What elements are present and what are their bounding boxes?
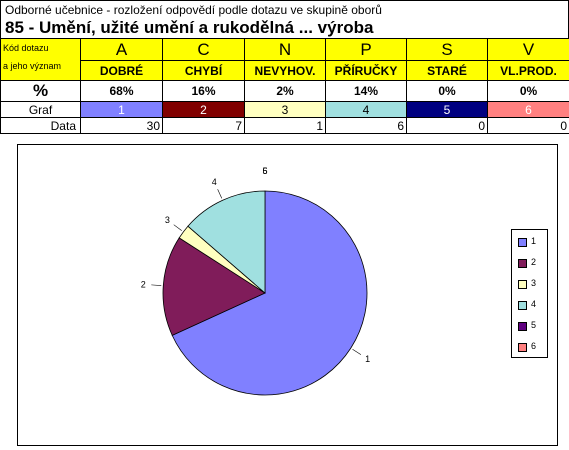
table-row-letters: Kód dotazu a jeho význam A C N P S V [0, 38, 569, 81]
legend-label: 1 [531, 236, 537, 246]
table-row-percent: % 68% 16% 2% 14% 0% 0% [0, 80, 569, 102]
legend-label: 4 [531, 299, 537, 309]
percent-value: 16% [162, 80, 245, 102]
slice-leader-line [217, 189, 223, 199]
data-value: 0 [487, 117, 569, 134]
page-subtitle: Odborné učebnice - rozložení odpovědí po… [5, 3, 382, 17]
column-meaning: STARÉ [406, 60, 488, 81]
legend-swatch [518, 343, 527, 352]
slice-leader-line [173, 224, 182, 231]
graf-index-cell: 6 [487, 101, 569, 118]
slice-label: 6 [262, 166, 267, 176]
legend-swatch [518, 259, 527, 268]
graf-index-cell: 5 [406, 101, 488, 118]
graf-label: Graf [0, 101, 81, 118]
page-title: 85 - Umění, užité umění a rukodělná ... … [5, 18, 374, 37]
column-letter: C [162, 38, 245, 61]
column-letter: A [80, 38, 163, 61]
slice-label: 3 [165, 215, 170, 225]
graf-index-cell: 1 [80, 101, 163, 118]
slice-leader-line [352, 348, 362, 355]
pie-slice [187, 190, 266, 294]
slice-label: 1 [365, 354, 370, 364]
kod-label-line1: Kód dotazu [3, 43, 49, 53]
percent-value: 14% [325, 80, 407, 102]
column-meaning: DOBRÉ [80, 60, 163, 81]
percent-value: 2% [244, 80, 326, 102]
percent-label: % [0, 80, 81, 102]
data-value: 0 [406, 117, 488, 134]
percent-value: 0% [487, 80, 569, 102]
legend-label: 5 [531, 320, 537, 330]
kod-label-line2: a jeho význam [3, 61, 62, 71]
slice-label: 5 [262, 166, 267, 176]
slice-leader-line [151, 284, 162, 286]
pie-slice [162, 237, 266, 336]
column-meaning: VL.PROD. [487, 60, 569, 81]
percent-value: 0% [406, 80, 488, 102]
table-row-graf: Graf 1 2 3 4 5 6 [0, 101, 569, 118]
column-meaning: PŘÍRUČKY [325, 60, 407, 81]
slice-label: 2 [141, 279, 146, 289]
legend-swatch [518, 301, 527, 310]
data-value: 6 [325, 117, 407, 134]
column-letter: S [406, 38, 488, 61]
data-label: Data [0, 117, 81, 134]
slice-label: 4 [212, 177, 217, 187]
pie-slice [171, 190, 368, 396]
legend-label: 6 [531, 341, 537, 351]
percent-value: 68% [80, 80, 163, 102]
column-meaning: NEVYHOV. [244, 60, 326, 81]
column-letter: P [325, 38, 407, 61]
column-meaning: CHYBÍ [162, 60, 245, 81]
graf-index-cell: 3 [244, 101, 326, 118]
legend-swatch [518, 238, 527, 247]
kod-label-cell: Kód dotazu a jeho význam [0, 38, 81, 81]
column-letter: V [487, 38, 569, 61]
legend-swatch [518, 280, 527, 289]
data-value: 7 [162, 117, 245, 134]
title-area: Odborné učebnice - rozložení odpovědí po… [0, 0, 569, 39]
data-value: 30 [80, 117, 163, 134]
summary-table: Kód dotazu a jeho význam A C N P S V DOB… [0, 38, 569, 134]
column-letter: N [244, 38, 326, 61]
legend-label: 2 [531, 257, 537, 267]
table-row-data: Data 30 7 1 6 0 0 [0, 117, 569, 134]
legend-swatch [518, 322, 527, 331]
pie-chart: 1 2 3 4 56 [141, 166, 370, 396]
chart-legend: 1 2 3 4 5 6 [511, 229, 548, 358]
graf-index-cell: 4 [325, 101, 407, 118]
legend-label: 3 [531, 278, 537, 288]
table-row-meanings: DOBRÉ CHYBÍ NEVYHOV. PŘÍRUČKY STARÉ VL.P… [1, 60, 569, 81]
graf-index-cell: 2 [162, 101, 245, 118]
data-value: 1 [244, 117, 326, 134]
